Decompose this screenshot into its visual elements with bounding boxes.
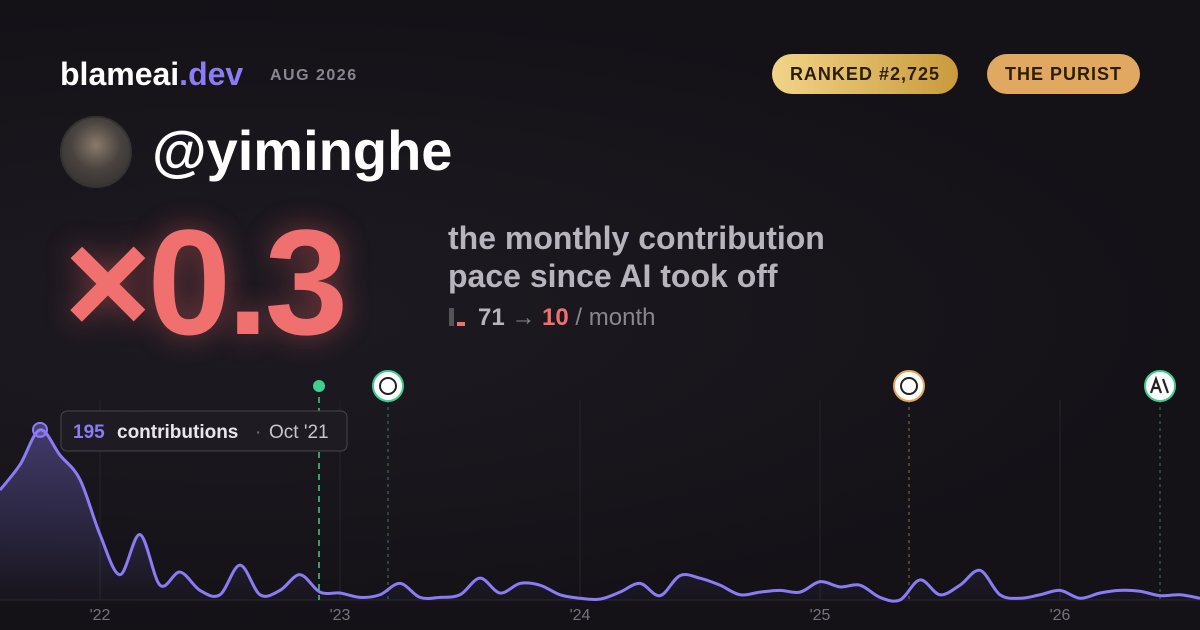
event-icon	[900, 377, 918, 395]
tooltip-date: Oct '21	[269, 422, 329, 443]
x-tick-label: '25	[810, 607, 831, 624]
date: AUG 2026	[270, 67, 358, 84]
x-tick-label: '24	[570, 607, 591, 624]
pace-after: 10	[542, 304, 569, 331]
headline-line: the monthly contribution	[448, 220, 825, 256]
highlight-point	[32, 421, 48, 438]
pace-arrow: →	[511, 304, 536, 331]
persona-badge: THE PURIST	[986, 54, 1140, 94]
rank-badge: RANKED #2,725	[771, 54, 958, 94]
pace-unit: / month	[575, 304, 656, 331]
event-icon	[379, 377, 397, 395]
brand-suffix: .dev	[179, 56, 244, 92]
event-icon	[1149, 375, 1170, 394]
tooltip-sep: ·	[255, 422, 261, 443]
pace: 71 → 10 / month	[478, 304, 655, 332]
tooltip-value: 195	[73, 422, 105, 443]
event-icon	[372, 370, 404, 402]
brand: blameai.dev	[60, 56, 243, 93]
pace-before: 71	[478, 304, 505, 331]
tooltip-label: contributions	[117, 422, 238, 443]
x-tick-label: '26	[1050, 607, 1071, 624]
event-icon	[893, 370, 925, 402]
pace-icon	[457, 322, 465, 326]
handle: @yiminghe	[152, 119, 453, 182]
tooltip	[60, 410, 348, 452]
x-tick-label: '23	[330, 607, 351, 624]
multiplier: ×0.3	[64, 198, 348, 366]
line	[0, 428, 1200, 603]
event-icon	[1144, 370, 1176, 402]
headline-line: pace since AI took off	[448, 258, 778, 294]
avatar	[60, 116, 132, 188]
event-dot	[313, 380, 325, 392]
brand-name: blameai	[60, 56, 180, 92]
pace-icon	[449, 308, 454, 326]
x-tick-label: '22	[90, 607, 111, 624]
area	[0, 429, 1200, 602]
